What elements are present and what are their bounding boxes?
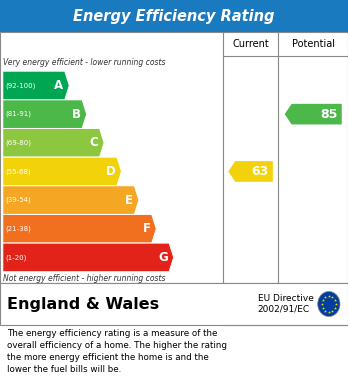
Text: E: E	[125, 194, 133, 206]
Polygon shape	[3, 100, 87, 129]
Text: D: D	[106, 165, 116, 178]
Text: B: B	[72, 108, 81, 121]
Text: C: C	[89, 136, 98, 149]
Polygon shape	[3, 186, 139, 214]
Text: EU Directive
2002/91/EC: EU Directive 2002/91/EC	[258, 294, 314, 314]
Text: (21-38): (21-38)	[6, 226, 31, 232]
Text: Very energy efficient - lower running costs: Very energy efficient - lower running co…	[3, 58, 166, 67]
Text: 85: 85	[320, 108, 338, 121]
Text: A: A	[54, 79, 63, 92]
Text: 63: 63	[251, 165, 269, 178]
Polygon shape	[3, 71, 69, 100]
Text: England & Wales: England & Wales	[7, 296, 159, 312]
Text: Not energy efficient - higher running costs: Not energy efficient - higher running co…	[3, 274, 166, 283]
Polygon shape	[3, 243, 174, 272]
Polygon shape	[3, 214, 156, 243]
Text: (39-54): (39-54)	[6, 197, 31, 203]
Text: (69-80): (69-80)	[6, 140, 32, 146]
Bar	[0, 32, 348, 283]
Text: (81-91): (81-91)	[6, 111, 32, 117]
Text: (92-100): (92-100)	[6, 82, 36, 89]
Circle shape	[318, 292, 340, 317]
Polygon shape	[228, 161, 273, 182]
Text: Potential: Potential	[292, 39, 335, 49]
Bar	[0, 0, 348, 32]
Text: (55-68): (55-68)	[6, 168, 31, 175]
Bar	[0, 283, 348, 325]
Text: F: F	[142, 222, 150, 235]
Polygon shape	[3, 157, 121, 186]
Text: Current: Current	[232, 39, 269, 49]
Polygon shape	[3, 129, 104, 157]
Text: The energy efficiency rating is a measure of the
overall efficiency of a home. T: The energy efficiency rating is a measur…	[7, 329, 227, 374]
Polygon shape	[285, 104, 342, 124]
Text: G: G	[158, 251, 168, 264]
Text: (1-20): (1-20)	[6, 254, 27, 261]
Text: Energy Efficiency Rating: Energy Efficiency Rating	[73, 9, 275, 23]
